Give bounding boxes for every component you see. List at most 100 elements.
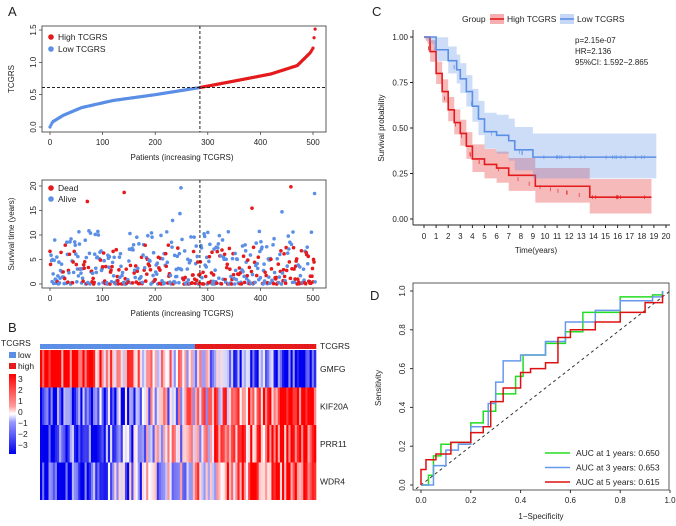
alive-point bbox=[137, 242, 141, 246]
dead-point bbox=[239, 282, 244, 286]
annotation-cell bbox=[175, 344, 179, 349]
heatmap-cell bbox=[282, 425, 285, 463]
alive-point bbox=[51, 272, 55, 276]
heatmap-cell bbox=[286, 425, 289, 463]
heatmap-cell bbox=[156, 350, 160, 388]
alive-point bbox=[195, 254, 200, 259]
heatmap-cell bbox=[169, 350, 172, 388]
alive-point bbox=[146, 233, 150, 238]
heatmap-cell bbox=[282, 462, 285, 500]
heatmap-cell bbox=[135, 350, 138, 388]
heatmap-cell bbox=[105, 387, 109, 425]
dead-point bbox=[82, 259, 87, 264]
heatmap-cell bbox=[103, 387, 107, 425]
dead-point bbox=[133, 264, 138, 268]
y-tick-label: 1.00 bbox=[392, 33, 408, 42]
heatmap-cell bbox=[107, 387, 111, 425]
alive-point bbox=[235, 257, 240, 262]
alive-point bbox=[68, 240, 72, 244]
annotation-cell bbox=[144, 344, 147, 349]
heatmap-cell bbox=[95, 425, 98, 463]
heatmap-cell bbox=[192, 462, 196, 500]
heatmap-cell bbox=[44, 387, 47, 425]
dead-point bbox=[130, 281, 135, 285]
heatmap-cell bbox=[248, 350, 251, 388]
heatmap-cell bbox=[54, 387, 58, 425]
heatmap-cell bbox=[167, 462, 170, 500]
heatmap-cell bbox=[69, 350, 73, 388]
roc-curve bbox=[421, 291, 664, 486]
dead-point bbox=[147, 263, 152, 268]
dead-point bbox=[85, 199, 90, 204]
heatmap-cell bbox=[296, 425, 300, 463]
legend-label: Dead bbox=[58, 183, 79, 193]
heatmap-cell bbox=[59, 462, 62, 500]
alive-point bbox=[271, 243, 275, 247]
annotation-cell bbox=[76, 344, 79, 349]
dead-point bbox=[101, 251, 106, 255]
heatmap-cell bbox=[50, 350, 54, 388]
heatmap-cell bbox=[131, 387, 134, 425]
heatmap-cell bbox=[262, 425, 266, 463]
alive-point bbox=[149, 231, 154, 235]
x-tick-label: 0 bbox=[48, 294, 53, 303]
alive-point bbox=[113, 282, 118, 286]
heatmap-cell bbox=[305, 425, 308, 463]
y-tick-label: 15 bbox=[29, 206, 38, 215]
alive-point bbox=[118, 251, 123, 256]
heatmap-cell bbox=[188, 387, 192, 425]
heatmap-cell bbox=[271, 350, 274, 388]
heatmap-cell bbox=[228, 350, 232, 388]
alive-point bbox=[207, 259, 211, 264]
heatmap-cell bbox=[303, 350, 306, 388]
dead-point bbox=[153, 277, 157, 282]
dead-point bbox=[207, 254, 212, 259]
heatmap-cell bbox=[110, 425, 113, 463]
annotation-cell bbox=[88, 344, 92, 349]
heatmap-cell bbox=[267, 387, 270, 425]
heatmap-cell bbox=[277, 462, 281, 500]
heatmap-cell bbox=[226, 387, 230, 425]
colorbar-tick-label: 3 bbox=[18, 374, 23, 384]
heatmap-cell bbox=[133, 350, 136, 388]
heatmap-cell bbox=[118, 387, 121, 425]
heatmap-cell bbox=[175, 387, 179, 425]
x-tick-label: 18 bbox=[637, 232, 646, 241]
dead-point bbox=[250, 206, 254, 210]
alive-point bbox=[93, 232, 98, 237]
heatmap-cell bbox=[50, 462, 54, 500]
heatmap-cell bbox=[161, 462, 164, 500]
heatmap-cell bbox=[267, 462, 270, 500]
heatmap-cell bbox=[279, 350, 283, 388]
heatmap-cell bbox=[256, 350, 259, 388]
heatmap-cell bbox=[241, 350, 245, 388]
alive-point bbox=[173, 280, 177, 285]
heatmap-cell bbox=[296, 387, 300, 425]
heatmap-cell bbox=[120, 387, 124, 425]
heatmap-cell bbox=[222, 425, 226, 463]
alive-point bbox=[79, 271, 83, 275]
heatmap-cell bbox=[197, 387, 200, 425]
annotation-cell bbox=[124, 344, 128, 349]
heatmap-cell bbox=[254, 387, 257, 425]
alive-point bbox=[136, 266, 140, 271]
heatmap-cell bbox=[201, 350, 204, 388]
dead-point bbox=[98, 258, 103, 262]
y-tick-label: 0.2 bbox=[398, 440, 407, 452]
heatmap-cell bbox=[46, 350, 49, 388]
heatmap-cell bbox=[59, 387, 62, 425]
heatmap-cell bbox=[175, 425, 179, 463]
alive-point bbox=[177, 251, 182, 256]
heatmap-cell bbox=[146, 462, 149, 500]
heatmap-cell bbox=[80, 387, 83, 425]
heatmap-cell bbox=[226, 462, 230, 500]
dead-point bbox=[135, 269, 140, 274]
heatmap-cell bbox=[252, 462, 255, 500]
annotation-cell bbox=[190, 344, 194, 349]
annotation-cell bbox=[46, 344, 49, 349]
heatmap-cell bbox=[220, 462, 223, 500]
alive-point bbox=[127, 259, 131, 263]
heatmap-cell bbox=[197, 462, 200, 500]
heatmap-cell bbox=[186, 425, 189, 463]
heatmap-cell bbox=[222, 387, 226, 425]
